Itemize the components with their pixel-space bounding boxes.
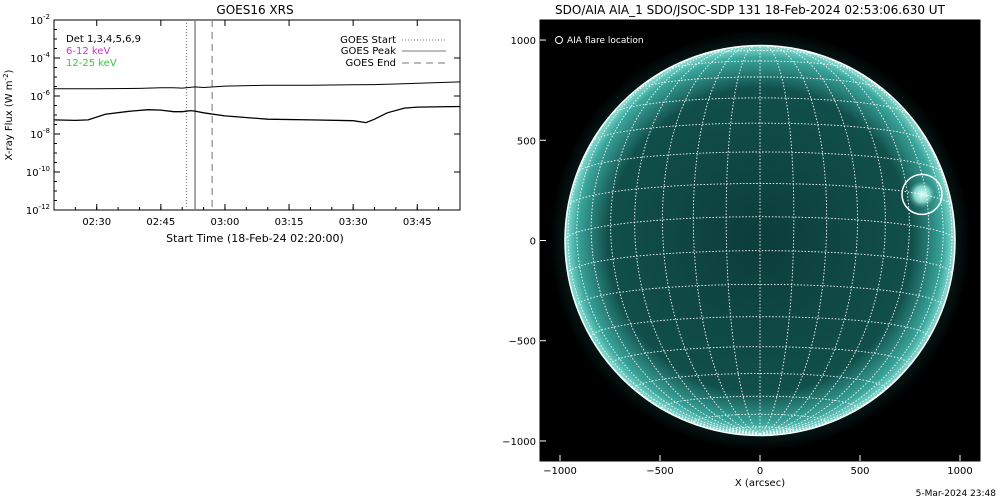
goes-series-short — [53, 105, 461, 124]
aia-y-tick-label: 1000 — [511, 36, 536, 47]
legend-goes-peak-label: GOES Peak — [341, 46, 396, 57]
goes-ylabel-main: X-ray Flux (W m — [4, 80, 15, 160]
aia-grid-longitude-line — [759, 45, 795, 435]
goes-y-tick-label: 10-8 — [30, 127, 50, 141]
goes-y-tick-label: 10-10 — [26, 165, 50, 179]
goes-series-long — [54, 81, 461, 90]
aia-grid-longitude-line — [634, 46, 761, 435]
aia-x-ticks: −1000 −500 0 500 1000 — [543, 455, 973, 477]
aia-grid-longitude-line — [759, 56, 944, 435]
aia-legend-circle-icon — [555, 36, 563, 44]
goes-y-tick-base: 10 — [30, 16, 43, 27]
goes-event-lines — [185, 20, 213, 210]
aia-flare-location-circle — [901, 173, 943, 216]
aia-grid-latitude-line — [697, 50, 823, 57]
aia-grid-longitude-line — [759, 50, 930, 435]
legend-goes-start-label: GOES Start — [340, 35, 396, 46]
goes-y-tick-label: 10-6 — [30, 89, 50, 103]
aia-grid-latitude-line — [590, 316, 930, 338]
goes-x-tick-label: 03:15 — [275, 217, 304, 228]
aia-x-tick-label: 0 — [757, 466, 763, 477]
goes-series-lines — [53, 81, 461, 124]
aia-chart-title: SDO/AIA AIA_1 SDO/JSOC-SDP 131 18-Feb-20… — [555, 3, 946, 17]
energy-label-12-25: 12-25 keV — [66, 58, 117, 69]
aia-y-ticks: 1000 500 0 −500 −1000 — [502, 36, 546, 448]
goes-y-tick-label: 10-12 — [26, 203, 50, 217]
goes-y-tick-exp: -12 — [39, 203, 50, 211]
goes-x-tick-label: 03:45 — [403, 217, 432, 228]
aia-grid-latitude-line — [567, 183, 953, 206]
aia-grid-longitude-line — [759, 46, 886, 435]
legend-goes-end-label: GOES End — [346, 58, 396, 69]
goes-y-tick-base: 10 — [30, 54, 43, 65]
goes-x-tick-label: 02:45 — [146, 217, 175, 228]
aia-grid-latitude-line — [591, 122, 929, 142]
aia-x-tick-label: 1000 — [947, 466, 972, 477]
goes-y-tick-base: 10 — [26, 206, 39, 217]
aia-x-tick-label: −1000 — [543, 466, 577, 477]
goes-y-tick-exp: -8 — [43, 127, 50, 135]
aia-x-tick-label: −500 — [646, 466, 673, 477]
aia-solar-disk — [565, 45, 955, 436]
goes-legend: GOES Start GOES Peak GOES End — [340, 35, 446, 69]
goes-x-tick-label: 02:30 — [82, 217, 111, 228]
energy-label-6-12: 6-12 keV — [66, 46, 110, 57]
goes-ylabel-sup: -2 — [2, 73, 10, 80]
footer-timestamp: 5-Mar-2024 23:48 — [916, 489, 997, 499]
goes-ylabel-close: ) — [4, 69, 15, 73]
aia-grid-latitude-line — [635, 76, 885, 91]
goes-x-tick-label: 03:00 — [211, 217, 240, 228]
goes-chart-title: GOES16 XRS — [216, 3, 293, 17]
aia-y-tick-label: −500 — [509, 337, 536, 348]
aia-grid-longitude-line — [576, 56, 761, 435]
aia-grid-longitude-line — [590, 50, 761, 435]
goes-y-tick-exp: -10 — [39, 165, 50, 173]
aia-grid-longitude-line — [759, 47, 910, 435]
goes-y-axis-label: X-ray Flux (W m-2) — [2, 69, 15, 160]
aia-grid-latitude-line — [576, 283, 944, 307]
aia-solar-limb — [564, 44, 956, 437]
goes-y-tick-exp: -6 — [43, 89, 51, 97]
goes-y-tick-base: 10 — [30, 92, 43, 103]
aia-heliographic-grid — [564, 45, 956, 435]
aia-grid-longitude-line — [759, 45, 828, 435]
aia-legend-label: AIA flare location — [567, 36, 644, 46]
goes-y-tick-base: 10 — [30, 130, 43, 141]
goes-y-tick-label: 10-2 — [30, 13, 50, 27]
aia-image-panel — [540, 20, 980, 461]
goes-y-tick-label: 10-4 — [30, 51, 50, 65]
goes-detector-note: Det 1,3,4,5,6,9 — [66, 34, 141, 45]
aia-grid-longitude-line — [610, 47, 761, 435]
aia-y-tick-label: 500 — [517, 136, 536, 147]
aia-grid-longitude-line — [692, 45, 761, 435]
aia-solar-image-chart: SDO/AIA AIA_1 SDO/JSOC-SDP 131 18-Feb-20… — [502, 3, 997, 499]
goes-x-axis-label: Start Time (18-Feb-24 02:20:00) — [166, 232, 344, 245]
aia-y-tick-label: −1000 — [502, 437, 536, 448]
aia-x-axis-label: X (arcsec) — [735, 478, 785, 489]
goes-x-ticks: 02:30 02:45 03:00 03:15 03:30 03:45 — [74, 20, 440, 228]
goes-y-tick-exp: -2 — [43, 13, 50, 21]
goes-y-tick-exp: -4 — [43, 51, 51, 59]
aia-y-tick-label: 0 — [530, 237, 536, 248]
aia-grid-longitude-line — [725, 45, 761, 435]
goes-plot-frame — [53, 19, 461, 211]
aia-grid-latitude-line — [611, 97, 909, 115]
aia-x-tick-label: 500 — [850, 466, 869, 477]
goes-x-tick-label: 03:30 — [339, 217, 368, 228]
goes-y-tick-base: 10 — [26, 168, 39, 179]
